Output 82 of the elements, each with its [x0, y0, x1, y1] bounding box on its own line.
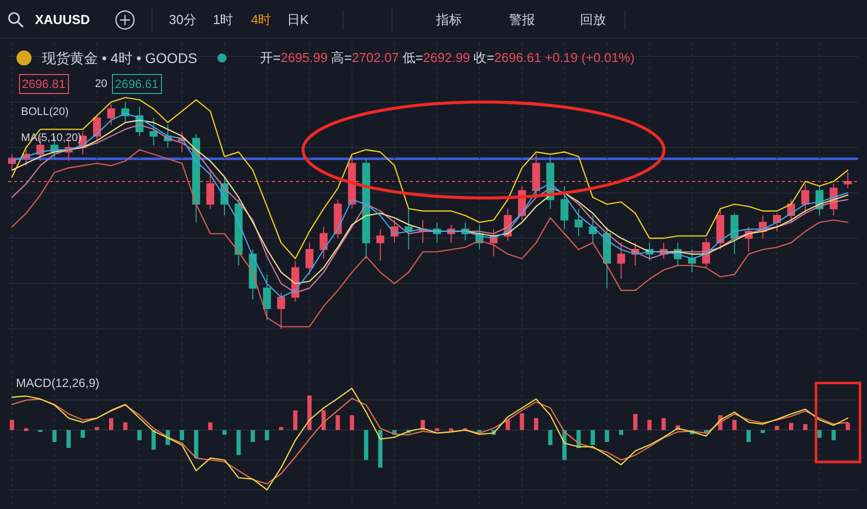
candlestick — [773, 212, 781, 232]
text: 开=2695.99 高=2702.07 低=2692.99 收=2696.61 +0.19 (+0.01%) — [260, 50, 635, 65]
bar — [94, 427, 100, 430]
candlestick — [617, 242, 626, 280]
candlestick — [320, 226, 328, 260]
text: 4时 — [251, 12, 272, 27]
bar — [817, 430, 822, 438]
candlestick — [404, 208, 413, 250]
text: 回放 — [580, 12, 606, 27]
bar — [647, 420, 652, 430]
chart-title: MACD(12,26,9) — [16, 376, 100, 390]
bar — [364, 430, 368, 460]
candlestick — [277, 292, 286, 330]
bar — [760, 430, 765, 434]
bar — [208, 422, 212, 430]
text: 1时 — [213, 12, 234, 27]
candlestick — [8, 154, 16, 171]
text: 日K — [287, 12, 309, 27]
bar — [449, 428, 454, 431]
bar — [24, 428, 28, 431]
bar — [534, 418, 538, 430]
bar — [832, 430, 836, 440]
bar — [378, 430, 382, 468]
candlestick — [234, 199, 243, 266]
candlestick — [574, 208, 583, 236]
bar — [137, 430, 142, 440]
bar — [590, 430, 595, 445]
bar — [180, 430, 184, 440]
candlestick — [306, 242, 314, 276]
bar — [633, 414, 638, 430]
bar — [52, 430, 57, 442]
candlestick — [150, 117, 158, 146]
text: 2696.81 — [22, 77, 66, 91]
text: 指标 — [435, 12, 462, 27]
bar — [322, 410, 326, 430]
bar — [194, 430, 198, 458]
text: 30分 — [169, 12, 196, 27]
bar — [236, 430, 241, 456]
bar — [506, 420, 510, 430]
annotation: BOLL(20) — [21, 106, 69, 118]
bar — [336, 415, 340, 430]
candlestick — [263, 274, 271, 320]
bar — [279, 427, 284, 430]
bar — [604, 430, 610, 442]
bar — [293, 410, 298, 430]
bar — [746, 430, 751, 442]
text: XAUUSD — [35, 12, 90, 27]
bar — [846, 422, 850, 430]
candlestick — [730, 212, 738, 255]
candlestick — [588, 215, 597, 244]
bar — [109, 418, 114, 430]
bar — [789, 422, 794, 430]
bar — [10, 420, 14, 430]
bar — [264, 430, 270, 440]
text: 20 — [95, 78, 108, 90]
text: 警报 — [509, 12, 535, 27]
bar — [732, 420, 737, 430]
bar — [123, 422, 128, 430]
bar — [80, 430, 85, 438]
candlestick — [603, 226, 611, 289]
bar — [774, 426, 780, 430]
candlestick — [334, 199, 342, 239]
chart-title: 现货黄金 • 4时 • GOODS — [42, 50, 198, 66]
bar — [152, 430, 156, 450]
bar — [350, 415, 354, 430]
bar — [250, 430, 255, 442]
bar — [222, 430, 227, 435]
candlestick — [688, 249, 696, 273]
candlestick — [362, 158, 370, 260]
candlestick — [376, 228, 384, 262]
candlestick — [560, 186, 568, 230]
bar — [548, 430, 552, 445]
candlestick — [716, 208, 724, 250]
candlestick — [107, 104, 116, 126]
text: 2696.61 — [115, 77, 159, 91]
candlestick — [801, 183, 810, 214]
bar — [662, 418, 666, 430]
bar — [619, 430, 624, 435]
candlestick — [93, 115, 101, 142]
bar — [66, 430, 71, 448]
bar — [520, 413, 524, 430]
bar — [803, 424, 808, 430]
